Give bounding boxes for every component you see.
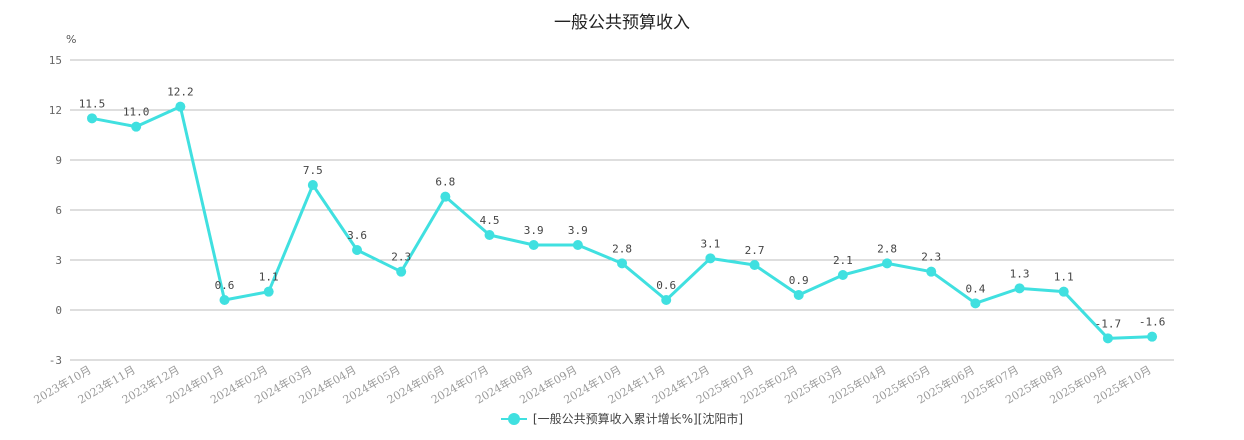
data-label: 0.6 [215,279,235,292]
data-label: 3.9 [568,224,588,237]
data-label: 3.6 [347,229,367,242]
data-point [263,286,274,297]
y-tick-label: 9 [55,154,62,167]
data-point [970,298,981,309]
data-label: 6.8 [435,176,455,189]
legend-marker-icon [500,412,527,426]
y-tick-label: 12 [49,104,62,117]
data-point [352,245,363,255]
y-tick-label: 15 [49,54,62,67]
data-point [440,191,451,202]
data-label: -1.6 [1139,316,1166,329]
chart-title: 一般公共预算收入 [554,13,690,33]
data-label: 3.1 [700,237,720,250]
data-label: 7.5 [303,164,323,177]
data-point [572,240,583,250]
data-point [617,258,628,269]
data-point [926,266,937,277]
data-point [396,266,407,277]
data-label: 3.9 [524,224,544,237]
data-point [87,113,97,124]
data-label: 0.9 [789,274,809,287]
data-point [1147,331,1158,342]
data-label: 12.2 [167,86,194,99]
data-label: 1.1 [1054,271,1074,284]
legend: [一般公共预算收入累计增长%][沈阳市] [0,410,1244,429]
data-point [528,240,539,250]
y-tick-label: 0 [55,304,62,317]
data-point [661,295,672,305]
data-point [1058,286,1069,297]
y-tick-label: -3 [49,354,62,367]
series-line [91,105,1153,340]
data-label: 2.8 [612,242,632,255]
data-label: 1.3 [1010,267,1030,280]
data-point [705,253,716,264]
data-point [1102,333,1113,344]
data-label: 0.6 [656,279,676,292]
data-label: 2.3 [921,251,941,264]
legend-label: [一般公共预算收入累计增长%][沈阳市] [532,412,744,426]
data-label: 1.1 [259,271,279,284]
y-tick-label: 6 [55,204,62,217]
data-label: 2.1 [833,254,853,267]
data-point [749,260,760,270]
data-label: 11.0 [123,106,150,119]
data-label: 2.8 [877,242,897,255]
data-label: 4.5 [480,214,500,227]
data-point [1014,283,1025,294]
data-point [882,258,893,269]
data-point [219,295,230,305]
data-point [484,230,495,240]
data-label: -1.7 [1095,317,1122,330]
legend-item[interactable]: [一般公共预算收入累计增长%][沈阳市] [500,410,744,427]
data-label: 2.7 [745,244,765,257]
data-point [307,180,318,190]
data-point [793,290,804,300]
y-tick-label: 3 [55,254,62,267]
data-label: 2.3 [391,251,411,264]
y-axis-unit: % [66,33,76,46]
data-label: 0.4 [965,282,985,295]
data-label: 11.5 [79,97,106,110]
data-point [175,101,186,112]
data-point [131,121,142,132]
data-point [837,270,848,280]
